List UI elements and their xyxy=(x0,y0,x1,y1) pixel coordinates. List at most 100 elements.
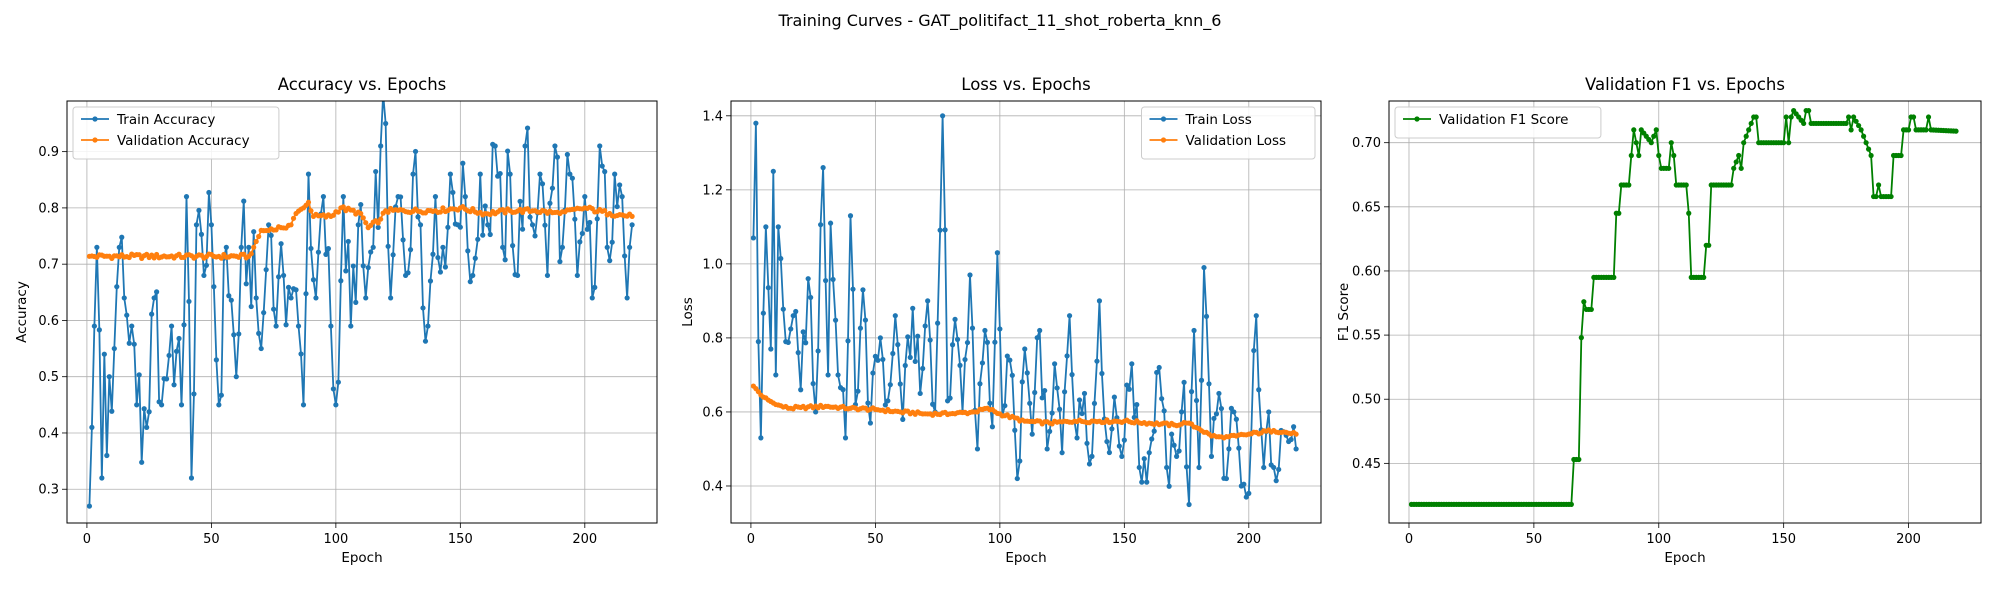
data-point xyxy=(527,214,533,220)
data-point xyxy=(405,270,411,276)
series-validation-f1-score xyxy=(1408,108,1959,507)
legend-label: Validation Loss xyxy=(1186,133,1287,149)
data-point xyxy=(612,171,618,177)
data-point xyxy=(1156,364,1162,371)
data-point xyxy=(435,254,441,261)
data-point xyxy=(845,338,851,344)
data-point xyxy=(1066,313,1073,319)
y-axis-label: F1 Score xyxy=(1336,283,1352,341)
data-point xyxy=(823,277,829,284)
data-point xyxy=(753,120,759,126)
data-point xyxy=(758,435,764,441)
data-point xyxy=(1161,408,1167,414)
y-tick-label: 1.4 xyxy=(702,109,723,124)
data-point xyxy=(880,356,886,363)
data-point xyxy=(870,370,876,376)
data-point xyxy=(1074,435,1080,441)
data-point xyxy=(1578,335,1584,341)
data-point xyxy=(750,235,757,241)
data-point xyxy=(1213,411,1220,417)
data-point xyxy=(1119,453,1125,459)
data-point xyxy=(335,379,341,385)
data-point xyxy=(467,279,473,285)
data-point xyxy=(1044,446,1050,452)
data-point xyxy=(1084,440,1090,446)
data-point xyxy=(808,294,814,301)
data-point xyxy=(1875,182,1882,188)
data-point xyxy=(109,408,115,414)
data-point xyxy=(106,374,112,380)
data-point xyxy=(1273,478,1279,484)
y-tick-label: 0.4 xyxy=(702,479,723,494)
data-point xyxy=(917,390,923,397)
legend: Train Accuracy Validation Accuracy xyxy=(72,106,280,160)
data-point xyxy=(785,339,791,346)
data-point xyxy=(365,264,371,271)
data-point xyxy=(256,233,262,240)
data-point xyxy=(609,239,615,245)
data-point xyxy=(549,185,556,191)
data-point xyxy=(987,400,993,406)
data-point xyxy=(1164,464,1170,471)
data-point xyxy=(867,420,874,426)
data-point xyxy=(256,330,262,336)
data-point xyxy=(378,216,384,222)
data-point xyxy=(1171,442,1177,448)
data-point xyxy=(295,323,302,329)
data-point xyxy=(567,171,573,177)
x-tick-label: 150 xyxy=(1112,532,1137,547)
data-point xyxy=(627,244,633,250)
legend-item: Validation F1 Score xyxy=(1403,112,1568,128)
data-point xyxy=(1923,127,1929,133)
data-point xyxy=(430,251,436,257)
data-point xyxy=(765,285,771,291)
data-point xyxy=(1910,114,1917,120)
y-tick-label: 0.60 xyxy=(1352,264,1381,279)
data-point xyxy=(1208,453,1215,459)
data-point xyxy=(1233,416,1239,422)
data-point xyxy=(139,459,145,465)
data-point xyxy=(310,277,317,283)
gridlines xyxy=(1389,101,1981,523)
legend-label: Validation F1 Score xyxy=(1439,112,1568,128)
data-point xyxy=(519,226,526,232)
data-point xyxy=(1748,120,1754,127)
data-point xyxy=(529,222,536,228)
data-point xyxy=(166,352,172,359)
y-axis-label: Accuracy xyxy=(14,281,30,343)
data-point xyxy=(243,281,249,287)
data-point xyxy=(1116,443,1122,449)
data-point xyxy=(462,194,468,200)
y-tick-label: 0.9 xyxy=(38,145,59,160)
data-point xyxy=(574,272,580,279)
data-point xyxy=(241,251,247,257)
data-point xyxy=(1154,369,1160,376)
data-point xyxy=(875,357,881,363)
data-point xyxy=(937,227,943,233)
data-point xyxy=(293,287,299,293)
data-point xyxy=(1243,494,1249,500)
data-point xyxy=(146,409,152,415)
data-point xyxy=(1002,403,1008,409)
data-point xyxy=(1683,182,1689,188)
data-point xyxy=(594,216,600,222)
data-point xyxy=(922,323,928,329)
axes-frame xyxy=(730,100,1322,524)
x-tick-label: 200 xyxy=(1236,532,1261,547)
data-point xyxy=(1668,140,1674,146)
x-axis-label: Epoch xyxy=(1664,550,1705,566)
figure-suptitle: Training Curves - GAT_politifact_11_shot… xyxy=(778,11,1222,31)
data-point xyxy=(183,194,190,200)
data-point xyxy=(116,244,122,250)
data-point xyxy=(218,255,224,261)
data-point xyxy=(208,222,214,228)
legend-label: Validation Accuracy xyxy=(117,133,250,149)
data-point xyxy=(96,327,102,333)
data-point xyxy=(173,348,180,354)
data-point xyxy=(1568,501,1574,507)
data-point xyxy=(539,181,546,187)
data-point xyxy=(1266,409,1272,415)
x-axis-label: Epoch xyxy=(341,550,382,566)
data-point xyxy=(1856,122,1862,129)
